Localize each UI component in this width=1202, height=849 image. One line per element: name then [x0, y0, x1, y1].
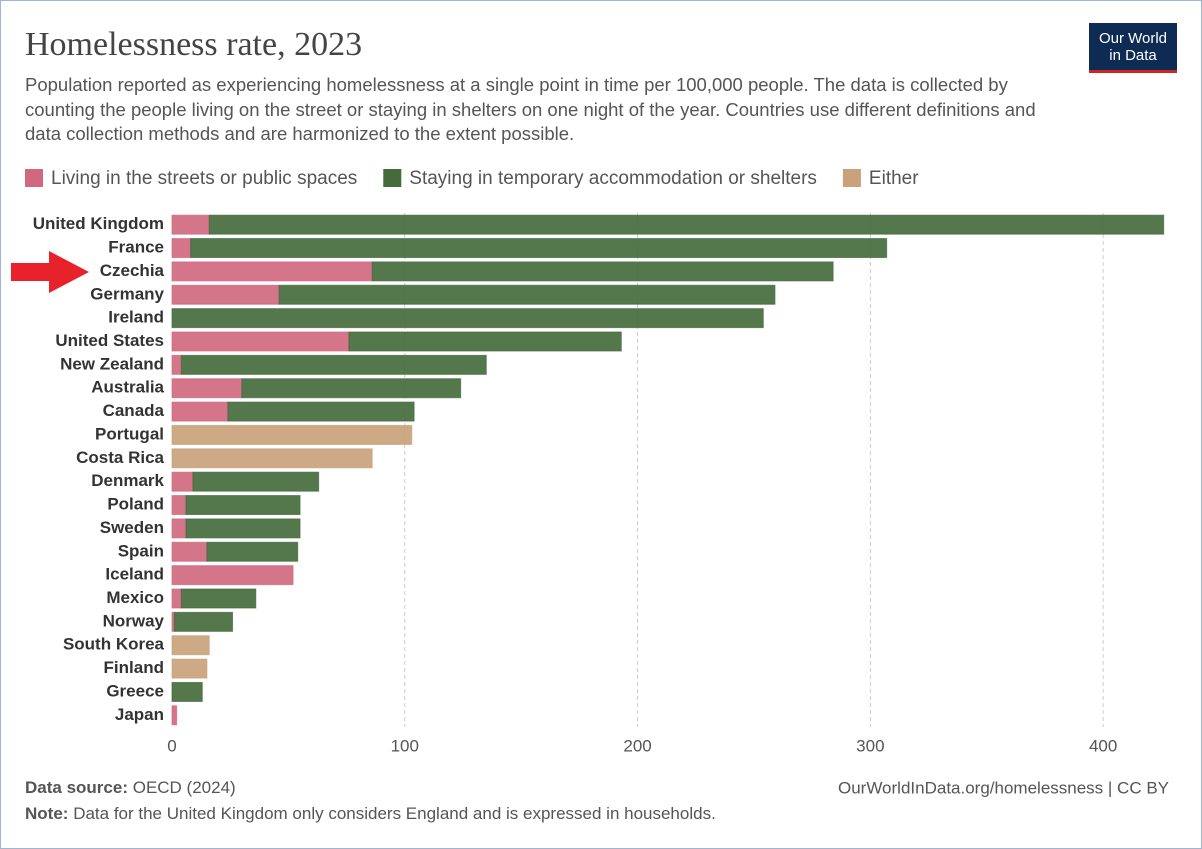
bar-segment	[241, 378, 462, 399]
y-tick-label: Portugal	[95, 424, 164, 443]
y-tick-label: Canada	[103, 401, 165, 420]
source-text: OECD (2024)	[133, 778, 236, 797]
bar-segment	[171, 635, 210, 656]
y-tick-label: Iceland	[105, 565, 164, 584]
bar-segment	[171, 565, 294, 586]
bar-segment	[171, 541, 208, 562]
note-label: Note:	[25, 804, 68, 823]
logo: Our World in Data	[1089, 23, 1177, 73]
bar-segment	[206, 541, 299, 562]
bar-segment	[171, 424, 413, 445]
x-tick-label: 0	[167, 736, 176, 755]
bar-segment	[180, 588, 257, 609]
bar-segment	[171, 588, 182, 609]
bar-segment	[171, 331, 350, 352]
url: OurWorldInData.org/homelessness | CC BY	[838, 778, 1169, 797]
legend-swatch	[383, 169, 402, 187]
y-tick-label: Costa Rica	[76, 448, 164, 467]
y-tick-label: Czechia	[100, 261, 165, 280]
y-tick-label: France	[108, 238, 164, 257]
legend-swatch	[25, 169, 43, 187]
bar-segment	[171, 261, 373, 282]
note-text: Data for the United Kingdom only conside…	[73, 804, 716, 823]
bar-segment	[171, 658, 208, 679]
bar-segment	[173, 611, 234, 632]
bar-segment	[227, 401, 415, 422]
arrow	[11, 251, 89, 293]
bar-segment	[208, 214, 1165, 235]
bar-segment	[180, 354, 487, 375]
bar-segment	[171, 354, 182, 375]
bar-segment	[371, 261, 834, 282]
bar-segment	[171, 681, 203, 702]
x-tick-label: 200	[623, 736, 651, 755]
y-tick-label: United Kingdom	[33, 214, 164, 233]
y-tick-label: Germany	[90, 284, 164, 303]
bar-segment	[192, 471, 320, 492]
bar-segment	[171, 238, 192, 259]
source: Data source: OECD (2024)	[25, 778, 236, 797]
y-tick-label: Finland	[104, 658, 164, 677]
x-tick-label: 100	[391, 736, 419, 755]
y-tick-label: United States	[55, 331, 164, 350]
legend-swatch	[842, 169, 861, 187]
x-tick-label: 300	[856, 736, 884, 755]
y-tick-label: Greece	[106, 681, 164, 700]
y-tick-label: Mexico	[106, 588, 164, 607]
bar-segment	[185, 518, 301, 539]
y-tick-label: Sweden	[100, 518, 164, 537]
bar-segment	[171, 284, 280, 305]
bar-segment	[171, 378, 243, 399]
source-label: Data source:	[25, 778, 128, 797]
y-tick-label: Poland	[107, 495, 164, 514]
bar-segment	[171, 705, 178, 726]
y-tick-label: Ireland	[108, 308, 164, 327]
x-tick-label: 400	[1089, 736, 1117, 755]
bar-segment	[185, 495, 301, 516]
bar-segment	[171, 471, 194, 492]
bar-segment	[171, 518, 187, 539]
logo-line: in Data	[1109, 47, 1157, 64]
legend-label: Living in the streets or public spaces	[51, 168, 357, 189]
y-tick-label: Australia	[91, 378, 164, 397]
bar-segment	[171, 495, 187, 516]
y-tick-label: South Korea	[63, 635, 165, 654]
y-tick-label: Norway	[103, 611, 165, 630]
bar-segment	[190, 238, 888, 259]
legend-label: Either	[869, 168, 919, 189]
bar-segment	[171, 214, 210, 235]
chart-title: Homelessness rate, 2023	[25, 26, 362, 63]
bar-segment	[171, 308, 764, 329]
bar-segment	[278, 284, 776, 305]
legend-label: Staying in temporary accommodation or sh…	[409, 168, 817, 189]
bar-segment	[348, 331, 622, 352]
y-tick-label: Spain	[118, 541, 164, 560]
note: Note: Data for the United Kingdom only c…	[25, 804, 716, 823]
bar-segment	[171, 401, 229, 422]
bar-segment	[171, 448, 373, 469]
y-tick-label: Denmark	[91, 471, 164, 490]
y-tick-label: New Zealand	[60, 354, 164, 373]
subtitle: Population reported as experiencing home…	[25, 74, 1036, 144]
y-tick-label: Japan	[115, 705, 164, 724]
logo-line: Our World	[1098, 30, 1168, 47]
